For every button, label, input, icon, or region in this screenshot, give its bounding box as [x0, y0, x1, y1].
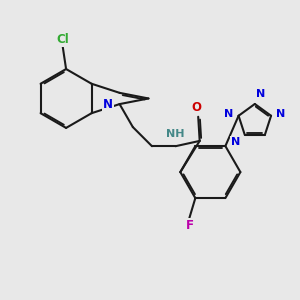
- Text: N: N: [231, 137, 240, 147]
- Text: O: O: [192, 101, 202, 114]
- Text: Cl: Cl: [56, 33, 69, 46]
- Text: F: F: [185, 219, 194, 232]
- Text: N: N: [224, 109, 233, 119]
- Text: N: N: [103, 98, 113, 111]
- Text: NH: NH: [166, 129, 185, 139]
- Text: N: N: [276, 109, 286, 119]
- Text: N: N: [256, 89, 266, 99]
